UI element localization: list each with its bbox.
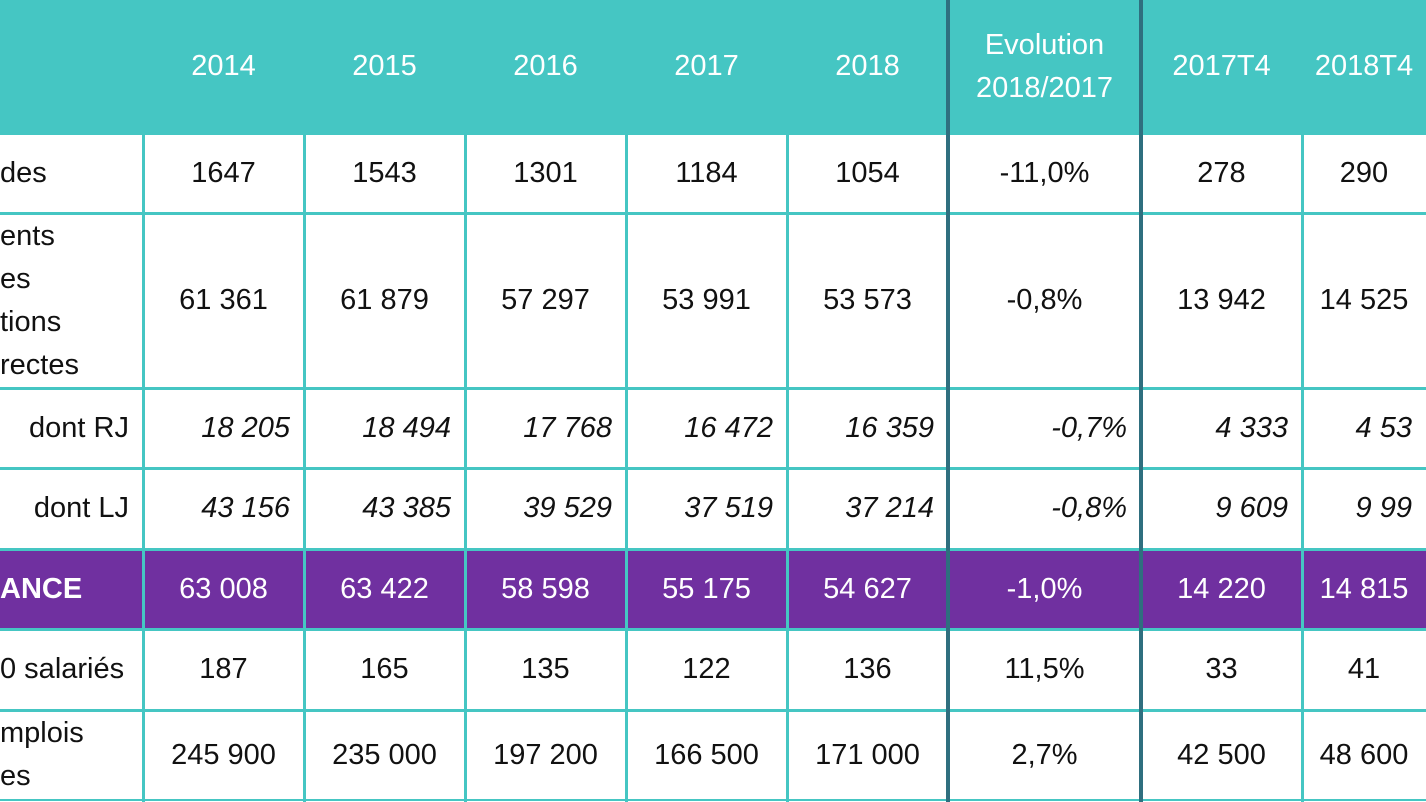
table-cell: 63 008: [143, 549, 304, 629]
table-cell: 245 900: [143, 710, 304, 800]
table-cell: 4 53: [1302, 388, 1426, 468]
table-cell: 13 942: [1141, 213, 1302, 388]
table-cell: 278: [1141, 133, 1302, 213]
table-cell: 37 214: [787, 468, 948, 549]
table-cell: 54 627: [787, 549, 948, 629]
table-cell: 39 529: [465, 468, 626, 549]
table-cell: 290: [1302, 133, 1426, 213]
row-label: 0 salariés: [0, 629, 143, 710]
grid-line: [625, 0, 628, 802]
grid-line: [0, 212, 1426, 215]
table-cell: 166 500: [626, 710, 787, 800]
grid-line: [142, 0, 145, 802]
table-cell: -0,7%: [948, 388, 1141, 468]
grid-line: [464, 0, 467, 802]
table-cell: 14 815: [1302, 549, 1426, 629]
column-header: 2018: [787, 0, 948, 133]
grid-line: [0, 628, 1426, 631]
header-corner-cell: [0, 0, 143, 133]
column-header: 2016: [465, 0, 626, 133]
table-cell: 43 385: [304, 468, 465, 549]
table-cell: 33: [1141, 629, 1302, 710]
table-cell: 57 297: [465, 213, 626, 388]
column-header: 2015: [304, 0, 465, 133]
row-label: ANCE: [0, 549, 143, 629]
table-cell: 41: [1302, 629, 1426, 710]
table-cell: 171 000: [787, 710, 948, 800]
grid-line: [0, 387, 1426, 390]
table-cell: 53 991: [626, 213, 787, 388]
grid-line: [0, 467, 1426, 470]
table-cell: -1,0%: [948, 549, 1141, 629]
row-label: dont LJ: [0, 468, 143, 549]
grid-line: [786, 0, 789, 802]
table-cell: 1054: [787, 133, 948, 213]
grid-line: [0, 0, 1426, 3]
table-cell: 61 879: [304, 213, 465, 388]
grid-line: [1301, 0, 1304, 802]
table-cell: 16 359: [787, 388, 948, 468]
table-cell: 18 494: [304, 388, 465, 468]
table-cell: 61 361: [143, 213, 304, 388]
column-header: 2017T4: [1141, 0, 1302, 133]
column-separator: [1139, 0, 1143, 802]
table-cell: 16 472: [626, 388, 787, 468]
table-cell: 1301: [465, 133, 626, 213]
column-header: 2017: [626, 0, 787, 133]
table-cell: 135: [465, 629, 626, 710]
table-cell: 37 519: [626, 468, 787, 549]
grid-line: [0, 132, 1426, 135]
grid-line: [0, 709, 1426, 712]
grid-line: [0, 548, 1426, 551]
table-cell: -0,8%: [948, 213, 1141, 388]
table-cell: 58 598: [465, 549, 626, 629]
table-cell: 43 156: [143, 468, 304, 549]
grid-line: [0, 799, 1426, 801]
table-cell: 53 573: [787, 213, 948, 388]
row-label: des: [0, 133, 143, 213]
table-cell: 9 609: [1141, 468, 1302, 549]
row-label: ents es tions rectes: [0, 213, 143, 388]
table-cell: 187: [143, 629, 304, 710]
table-cell: 11,5%: [948, 629, 1141, 710]
table-cell: 136: [787, 629, 948, 710]
column-separator: [946, 0, 950, 802]
row-label: mplois es: [0, 710, 143, 800]
table-cell: 165: [304, 629, 465, 710]
table-cell: 1184: [626, 133, 787, 213]
table-cell: 14 525: [1302, 213, 1426, 388]
table-cell: 1543: [304, 133, 465, 213]
table-cell: 2,7%: [948, 710, 1141, 800]
table-cell: -0,8%: [948, 468, 1141, 549]
table-cell: 122: [626, 629, 787, 710]
grid-line: [303, 0, 306, 802]
table-cell: 42 500: [1141, 710, 1302, 800]
table-cell: 14 220: [1141, 549, 1302, 629]
table-cell: 1647: [143, 133, 304, 213]
column-header: 2014: [143, 0, 304, 133]
table-cell: 17 768: [465, 388, 626, 468]
table-cell: 55 175: [626, 549, 787, 629]
table-cell: 197 200: [465, 710, 626, 800]
table-cell: 48 600: [1302, 710, 1426, 800]
column-header: 2018T4: [1302, 0, 1426, 133]
column-header: Evolution 2018/2017: [948, 0, 1141, 133]
table-cell: 9 99: [1302, 468, 1426, 549]
row-label: dont RJ: [0, 388, 143, 468]
table-cell: 4 333: [1141, 388, 1302, 468]
table-cell: -11,0%: [948, 133, 1141, 213]
table-cell: 63 422: [304, 549, 465, 629]
table-cell: 18 205: [143, 388, 304, 468]
table-cell: 235 000: [304, 710, 465, 800]
